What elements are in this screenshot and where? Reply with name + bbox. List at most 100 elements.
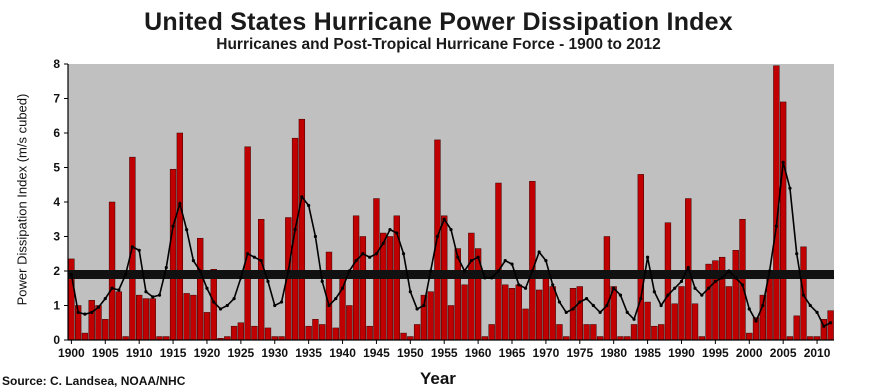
smooth-point-1927 <box>252 255 257 259</box>
smooth-point-1936 <box>313 234 318 239</box>
bar-1989 <box>671 303 678 341</box>
smooth-point-2012 <box>829 321 833 325</box>
x-tick-label: 1990 <box>668 346 695 360</box>
smooth-point-1968 <box>530 269 534 273</box>
smooth-point-1986 <box>652 290 656 294</box>
smooth-point-2011 <box>822 324 826 328</box>
x-tick-label: 1935 <box>295 346 322 360</box>
x-tick-label: 1915 <box>160 346 187 360</box>
x-tick-label: 1905 <box>92 346 119 360</box>
smooth-point-1943 <box>361 252 365 256</box>
smooth-point-1919 <box>198 269 202 273</box>
bar-1968 <box>529 181 536 341</box>
bar-1928 <box>258 219 265 341</box>
smooth-point-1999 <box>740 283 745 287</box>
bar-1986 <box>651 325 658 341</box>
smooth-point-1910 <box>137 248 141 252</box>
smooth-point-1998 <box>734 276 738 280</box>
bar-1915 <box>169 168 177 341</box>
x-tick-label: 1985 <box>634 346 661 360</box>
smooth-point-1908 <box>124 272 128 277</box>
bar-1945 <box>373 198 380 341</box>
smooth-point-1964 <box>503 259 507 263</box>
bar-1974 <box>569 288 577 341</box>
bar-1925 <box>237 322 245 341</box>
smooth-point-1905 <box>103 297 107 301</box>
smooth-point-1995 <box>713 279 717 283</box>
bar-1904 <box>95 305 102 341</box>
smooth-point-1946 <box>381 241 385 245</box>
x-tick-label: 2000 <box>736 346 763 360</box>
bar-1999 <box>739 219 746 341</box>
smooth-point-1996 <box>720 276 724 280</box>
smooth-point-1974 <box>571 307 575 311</box>
smooth-point-1902 <box>83 312 87 316</box>
smooth-point-2010 <box>815 310 819 314</box>
smooth-point-1928 <box>259 259 263 263</box>
smooth-point-1949 <box>401 252 406 256</box>
smooth-point-1967 <box>523 286 528 290</box>
x-tick-label: 1900 <box>58 346 85 360</box>
smooth-point-1966 <box>517 283 521 287</box>
bar-1924 <box>230 325 238 341</box>
bar-1996 <box>718 256 726 341</box>
bar-1975 <box>576 286 583 341</box>
bar-1935 <box>305 325 312 341</box>
x-tick-label: 1930 <box>261 346 288 360</box>
bar-2000 <box>746 332 753 341</box>
bar-1969 <box>535 289 543 341</box>
smooth-point-2008 <box>801 293 806 297</box>
smooth-point-1994 <box>706 286 711 290</box>
bar-1907 <box>115 291 123 341</box>
bar-1956 <box>447 305 455 341</box>
smooth-point-1900 <box>69 272 73 277</box>
smooth-point-1912 <box>151 295 155 299</box>
x-tick-label: 1965 <box>499 346 526 360</box>
y-tick-label: 0 <box>53 333 60 347</box>
smooth-point-1978 <box>598 310 602 314</box>
smooth-point-2004 <box>774 224 778 228</box>
source-note: Source: C. Landsea, NOAA/NHC <box>2 374 186 388</box>
smooth-point-1953 <box>429 269 433 273</box>
bar-1953 <box>427 291 434 341</box>
smooth-point-1921 <box>212 300 216 304</box>
smooth-point-1906 <box>110 286 114 290</box>
x-tick-label: 1975 <box>566 346 593 360</box>
smooth-point-1939 <box>334 297 338 301</box>
y-ticks: 0 1 2 3 4 5 6 7 8 <box>53 57 68 347</box>
smooth-point-2003 <box>768 269 772 273</box>
smooth-point-1987 <box>659 303 663 308</box>
x-tick-label: 1940 <box>329 346 356 360</box>
x-tick-label: 1955 <box>431 346 458 360</box>
bar-1984 <box>637 174 644 341</box>
smooth-point-1903 <box>90 310 94 314</box>
x-axis-label: Year <box>420 369 456 388</box>
smooth-point-1975 <box>578 300 582 304</box>
x-tick-label: 1960 <box>465 346 492 360</box>
smooth-point-1918 <box>191 259 196 263</box>
smooth-point-1932 <box>286 269 290 273</box>
smooth-point-1922 <box>218 307 223 311</box>
smooth-point-1934 <box>300 195 304 199</box>
y-tick-label: 4 <box>53 195 60 209</box>
smooth-point-2002 <box>761 303 765 308</box>
x-tick-label: 2010 <box>804 346 831 360</box>
smooth-point-1988 <box>666 293 670 297</box>
smooth-point-1980 <box>612 286 616 290</box>
bar-1903 <box>88 300 95 341</box>
x-tick-label: 1980 <box>600 346 627 360</box>
smooth-point-1959 <box>469 259 473 263</box>
bar-1985 <box>644 301 651 341</box>
bar-1979 <box>603 236 611 341</box>
smooth-point-1992 <box>693 286 697 290</box>
smooth-point-1954 <box>435 234 440 239</box>
bar-1998 <box>732 250 739 341</box>
bar-1926 <box>244 146 251 341</box>
smooth-point-1990 <box>679 279 684 283</box>
y-tick-label: 3 <box>53 230 60 244</box>
smooth-point-1935 <box>307 203 311 208</box>
bar-1997 <box>725 286 733 341</box>
smooth-point-1913 <box>157 293 162 297</box>
bar-1987 <box>657 324 665 341</box>
